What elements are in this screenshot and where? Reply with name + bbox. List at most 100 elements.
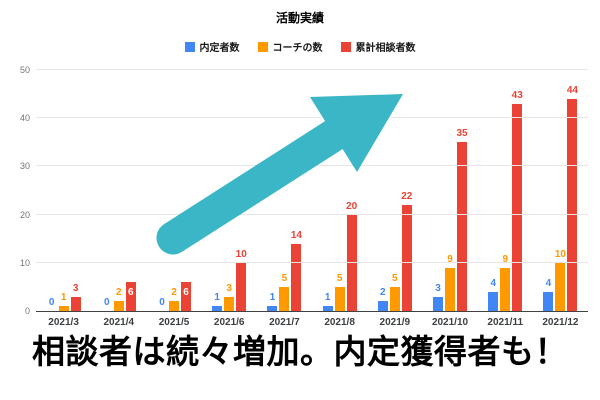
- bar: [567, 98, 578, 311]
- bar: [169, 301, 179, 311]
- bar-value-label: 5: [392, 272, 398, 284]
- legend-swatch-icon: [257, 41, 268, 52]
- bar-value-label: 5: [336, 272, 343, 284]
- bar: [267, 306, 278, 311]
- chart-title: 活動実績: [275, 11, 324, 25]
- bar-value-label: 22: [401, 190, 413, 202]
- bar-value-label: 35: [456, 128, 468, 140]
- bar: [212, 306, 223, 311]
- bar-value-label: 4: [490, 277, 496, 289]
- bar-value-label: 10: [235, 248, 247, 260]
- legend-label: 内定者数: [199, 43, 240, 54]
- bar-value-label: 3: [72, 282, 79, 294]
- gridline: [36, 261, 588, 263]
- bar-group: 1 5 20 2021/8: [312, 70, 367, 328]
- bar-group: 2 5 22 2021/9: [367, 70, 422, 328]
- x-axis-baseline: [36, 311, 588, 312]
- bar: [58, 306, 69, 311]
- legend-swatch-icon: [184, 41, 195, 52]
- bar-value-label: 14: [290, 229, 302, 241]
- x-tick-label: 2021/9: [379, 317, 411, 328]
- bar: [236, 262, 247, 311]
- bar: [70, 296, 81, 311]
- bar-value-label: 0: [159, 297, 165, 308]
- bar: [555, 262, 566, 311]
- bar: [224, 296, 235, 311]
- bar-value-label: 2: [116, 287, 122, 299]
- bar-value-label: 3: [435, 282, 441, 294]
- bar-value-label: 1: [324, 292, 331, 304]
- gridline: [36, 117, 588, 119]
- bar-value-label: 9: [447, 253, 453, 265]
- bar-value-label: 3: [226, 282, 232, 294]
- x-tick-label: 2021/10: [431, 317, 469, 328]
- y-tick-label: 50: [19, 65, 30, 75]
- gridline: [36, 165, 588, 167]
- x-tick-label: 2021/12: [542, 317, 579, 328]
- bar-group: 4 9 43 2021/11: [478, 70, 533, 328]
- chart-legend: 内定者数 コーチの数 累計相談者数: [0, 39, 600, 54]
- bar: [488, 291, 499, 311]
- x-tick-label: 2021/4: [103, 317, 135, 328]
- legend-label: 累計相談者数: [355, 43, 416, 54]
- bar-group: 4 10 44 2021/12: [533, 70, 588, 328]
- bar: [500, 267, 511, 311]
- bar-value-label: 4: [545, 277, 552, 289]
- y-tick-label: 20: [19, 209, 30, 220]
- bar-value-label: 1: [214, 292, 220, 304]
- legend-swatch-icon: [340, 41, 351, 52]
- bar-value-label: 6: [128, 287, 134, 299]
- bar: [113, 301, 124, 311]
- y-tick-label: 30: [19, 161, 30, 172]
- bar-value-label: 6: [183, 287, 189, 299]
- x-tick-label: 2021/5: [158, 317, 190, 328]
- bar-value-label: 5: [281, 272, 288, 284]
- bar: [401, 204, 412, 311]
- bar-value-label: 2: [380, 287, 386, 299]
- x-tick-label: 2021/11: [487, 317, 524, 328]
- bar: [389, 286, 400, 311]
- gridline: [36, 69, 588, 70]
- bar-value-label: 10: [554, 248, 566, 260]
- bar: [334, 286, 345, 311]
- bar-value-label: 9: [502, 253, 508, 265]
- legend-item: コーチの数: [257, 39, 323, 54]
- x-tick-label: 2021/3: [48, 317, 79, 328]
- x-tick-label: 2021/8: [324, 317, 355, 328]
- bar-group: 1 5 14 2021/7: [257, 70, 312, 328]
- bar-value-label: 20: [346, 200, 358, 212]
- bar: [543, 291, 554, 311]
- bar-value-label: 0: [48, 297, 55, 308]
- bar-group: 0 2 6 2021/5: [146, 70, 201, 328]
- y-tick-label: 0: [24, 306, 30, 316]
- bar: [445, 267, 456, 311]
- bar-group: 0 1 3 2021/3: [36, 70, 91, 328]
- bar: [125, 282, 136, 311]
- bar-group: 3 9 35 2021/10: [422, 70, 477, 328]
- plot-area: 0 1 3 2021/3 0 2 6 2021/4 0 2 6 2021/5 1 3 10 2021/6 1 5 1…: [20, 65, 588, 328]
- gridline: [36, 213, 588, 215]
- legend-label: コーチの数: [272, 43, 323, 54]
- bar-value-label: 0: [104, 297, 110, 308]
- y-tick-label: 10: [19, 257, 30, 268]
- bar-value-label: 44: [566, 84, 578, 96]
- bar-value-label: 2: [171, 287, 177, 299]
- bar: [291, 243, 302, 311]
- bar-groups: 0 1 3 2021/3 0 2 6 2021/4 0 2 6 2021/5 1 3 10 2021/6 1 5 1…: [36, 70, 588, 328]
- bar-value-label: 1: [60, 292, 67, 304]
- legend-item: 累計相談者数: [340, 39, 416, 54]
- bar: [512, 103, 523, 311]
- bar: [457, 142, 468, 311]
- x-tick-label: 2021/6: [213, 317, 245, 328]
- bar: [377, 301, 388, 311]
- bar: [181, 282, 191, 311]
- bar: [279, 286, 290, 311]
- headline: 相談者は続々増加。内定獲得者も！: [32, 333, 568, 370]
- bar-group: 1 3 10 2021/6: [202, 70, 257, 328]
- bar-value-label: 43: [511, 89, 523, 101]
- y-tick-label: 40: [19, 113, 30, 124]
- bar-group: 0 2 6 2021/4: [91, 70, 146, 328]
- bar: [322, 306, 333, 311]
- legend-item: 内定者数: [184, 39, 240, 54]
